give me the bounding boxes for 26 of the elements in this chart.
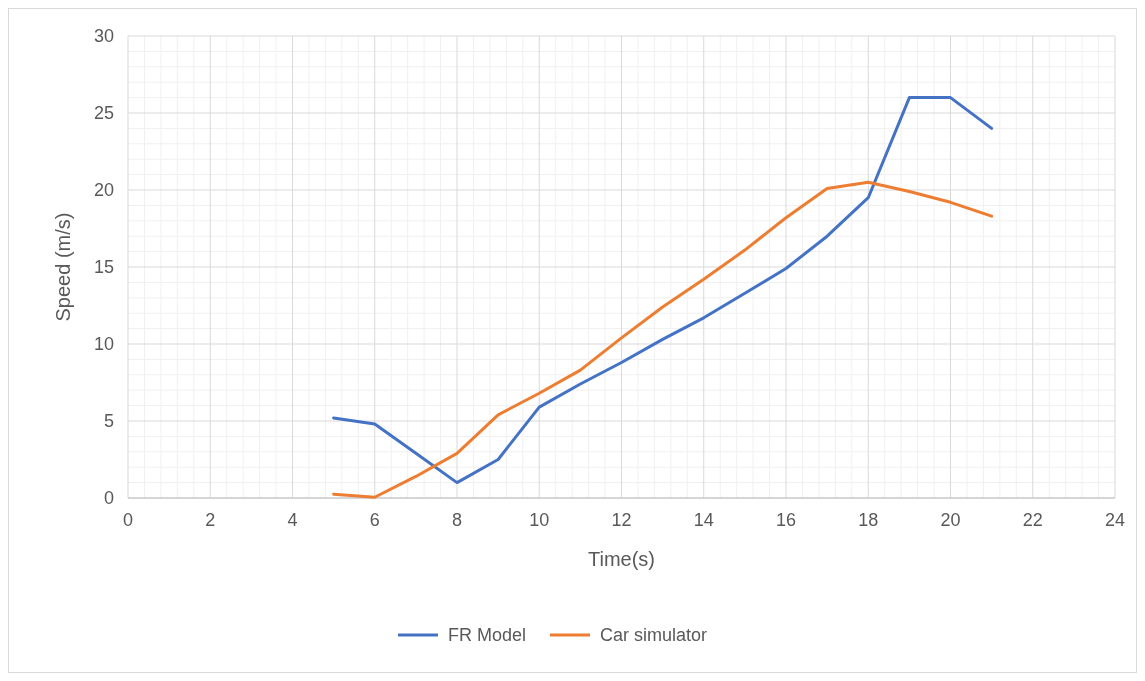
y-tick-label: 5 <box>103 411 114 431</box>
y-tick-label: 15 <box>93 257 114 277</box>
y-tick-label: 0 <box>103 488 114 508</box>
y-tick-label: 25 <box>93 103 114 123</box>
x-tick-label: 14 <box>693 510 714 530</box>
y-tick-label: 10 <box>93 334 114 354</box>
line-series <box>332 180 994 499</box>
legend-label: FR Model <box>448 625 527 645</box>
x-tick-label: 10 <box>529 510 550 530</box>
x-axis-title: Time(s) <box>587 548 656 570</box>
x-tick-label: 22 <box>1022 510 1043 530</box>
x-tick-label: 16 <box>775 510 797 530</box>
x-tick-label: 0 <box>122 510 134 530</box>
y-axis-title: Speed (m/s) <box>52 212 74 322</box>
y-tick-label: 30 <box>93 26 114 46</box>
x-tick-label: 6 <box>369 510 380 530</box>
x-tick-label: 8 <box>451 510 463 530</box>
x-tick-label: 4 <box>287 510 298 530</box>
line-series <box>332 96 994 485</box>
legend-label: Car simulator <box>600 625 708 645</box>
x-tick-label: 24 <box>1104 510 1126 530</box>
x-tick-label: 2 <box>205 510 216 530</box>
y-tick-label: 20 <box>93 180 114 200</box>
x-tick-label: 18 <box>858 510 879 530</box>
x-tick-label: 20 <box>940 510 961 530</box>
x-tick-label: 12 <box>611 510 632 530</box>
